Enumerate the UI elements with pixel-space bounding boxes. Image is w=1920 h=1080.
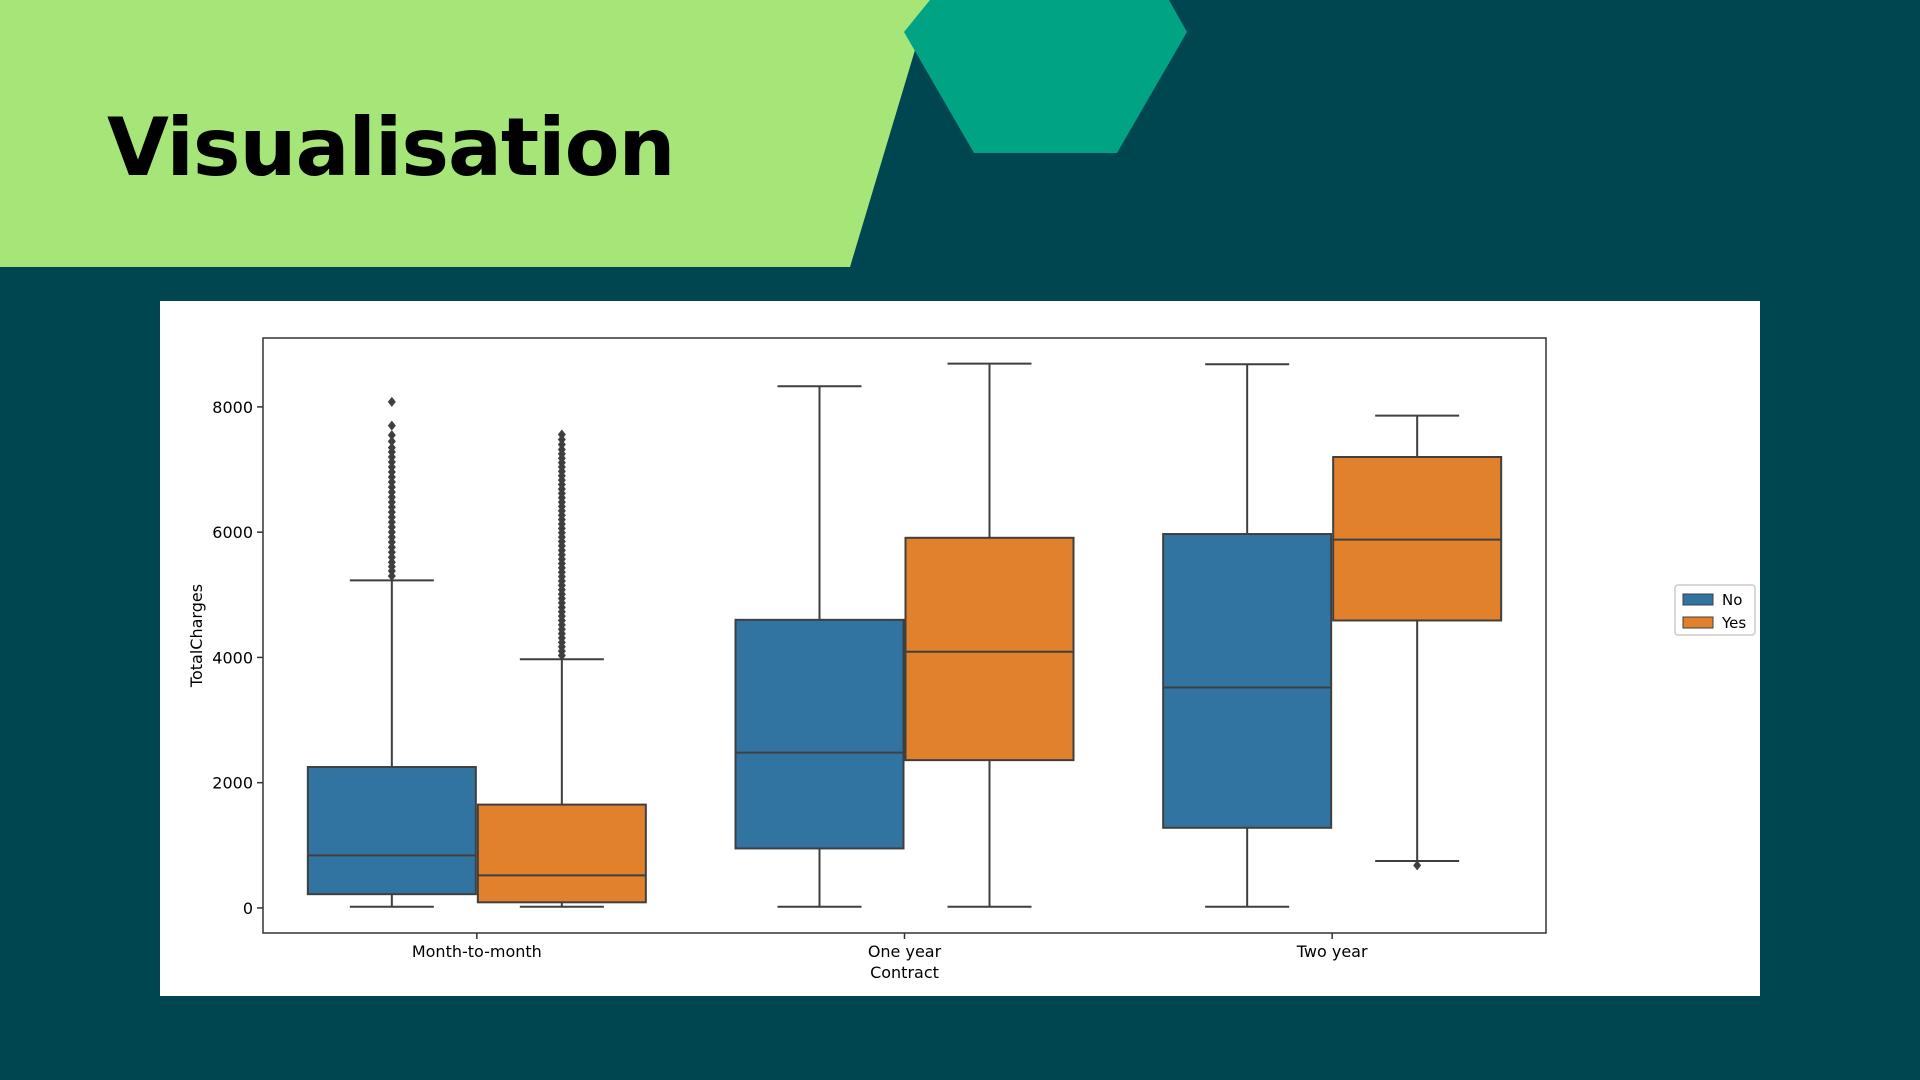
box-no-0 — [306, 766, 477, 896]
outlier-point — [387, 502, 396, 513]
outlier-point — [387, 532, 396, 543]
outlier-point — [387, 517, 396, 528]
outlier-point — [557, 444, 566, 455]
x-tick-label: One year — [868, 942, 942, 961]
outlier-point — [557, 429, 566, 440]
box-yes-1 — [904, 536, 1075, 762]
outlier-point — [387, 557, 396, 568]
outlier-point — [387, 442, 396, 453]
outlier-point — [387, 467, 396, 478]
box-no-1 — [734, 618, 905, 850]
outlier-point — [387, 547, 396, 558]
y-tick-label: 8000 — [212, 398, 253, 417]
outlier-point — [387, 462, 396, 473]
y-tick-label: 6000 — [212, 523, 253, 542]
hexagon-shape — [904, 0, 1187, 153]
outlier-point — [387, 452, 396, 462]
x-tick-label: Two year — [1296, 942, 1368, 961]
outlier-point — [387, 396, 396, 407]
outlier-point — [387, 497, 396, 508]
outlier-point — [387, 482, 396, 493]
legend-label-no: No — [1722, 591, 1742, 609]
box-no-2 — [1162, 533, 1333, 829]
outlier-point — [387, 542, 396, 553]
x-tick-label: Month-to-month — [412, 942, 542, 961]
outlier-point — [387, 487, 396, 498]
y-tick-label: 0 — [243, 899, 253, 918]
outlier-point — [557, 434, 566, 445]
outlier-point — [387, 527, 396, 538]
outlier-point — [387, 430, 396, 441]
outlier-point — [387, 537, 396, 548]
legend-label-yes: Yes — [1721, 614, 1746, 632]
box-yes-0 — [476, 803, 647, 904]
outlier-point — [387, 571, 396, 581]
outlier-point — [387, 492, 396, 503]
outlier-point — [387, 436, 396, 447]
outlier-point — [387, 522, 396, 533]
y-axis-label: TotalCharges — [187, 584, 206, 688]
y-tick-label: 2000 — [212, 774, 253, 793]
legend-swatch-yes — [1682, 616, 1714, 629]
outlier-point — [387, 507, 396, 518]
outlier-point — [387, 420, 396, 431]
outlier-point — [387, 457, 396, 468]
x-axis-label: Contract — [870, 963, 939, 982]
slide-title: Visualisation — [107, 101, 676, 194]
outlier-point — [387, 472, 396, 483]
legend-swatch-no — [1682, 593, 1714, 606]
y-tick-label: 4000 — [212, 648, 253, 667]
outlier-point — [387, 512, 396, 523]
outlier-point — [387, 477, 396, 488]
outlier-point — [557, 439, 566, 450]
title-band — [0, 0, 930, 267]
box-plot-chart: 0 2000 4000 6000 8000 Month-to-month One year T… — [187, 337, 1756, 982]
outlier-point — [1413, 860, 1422, 871]
chart-panel: 0 2000 4000 6000 8000 Month-to-month One year T… — [160, 301, 1760, 996]
